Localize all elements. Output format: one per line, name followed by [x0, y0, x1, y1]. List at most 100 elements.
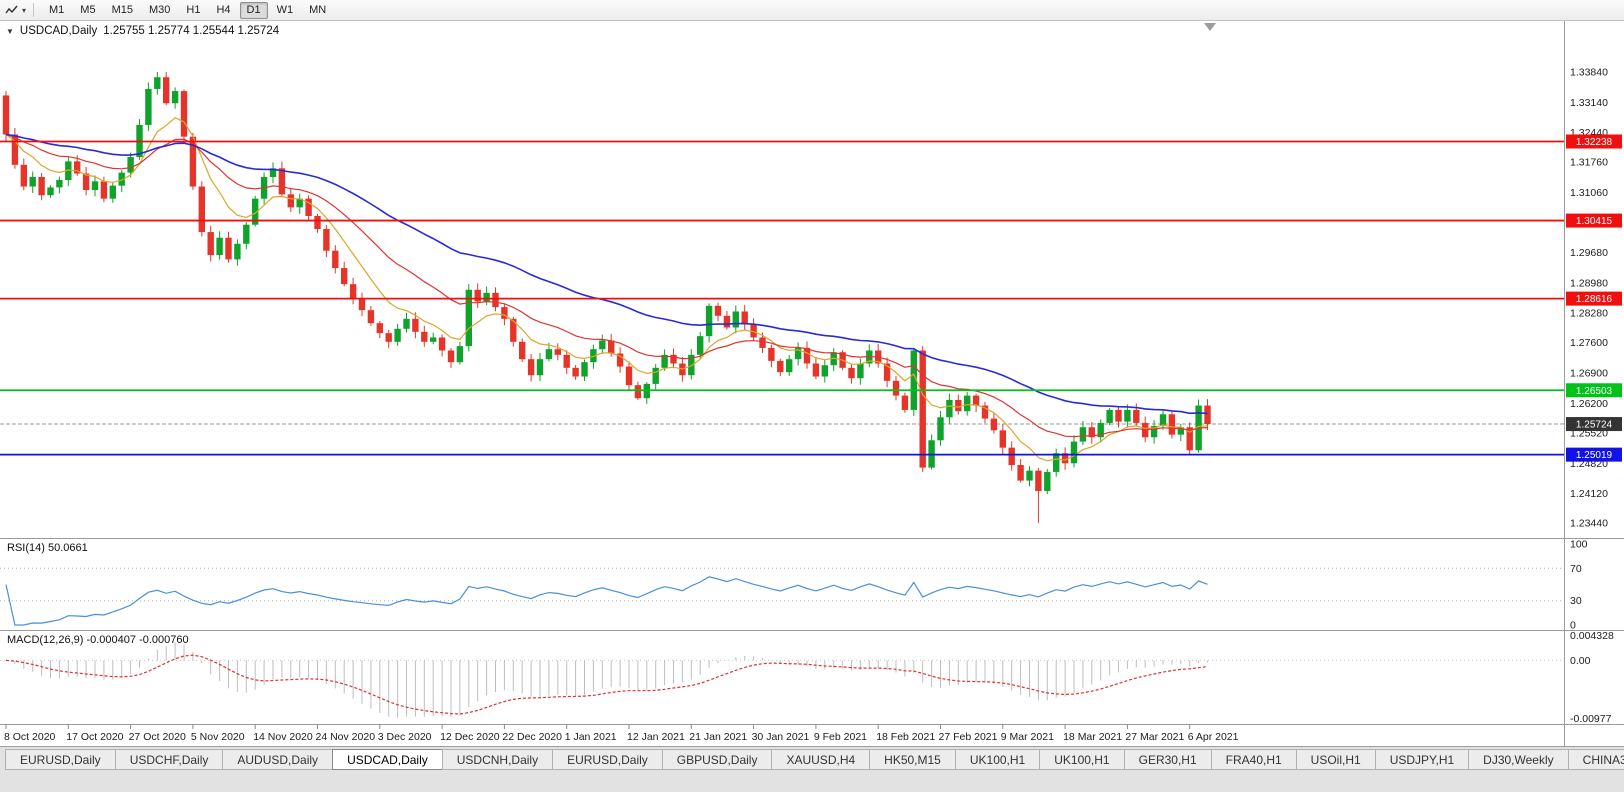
candle-body — [1204, 405, 1211, 425]
timeframe-button-mn[interactable]: MN — [309, 3, 327, 16]
chart-svg[interactable]: 1.338401.331401.324401.317601.310601.303… — [0, 21, 1624, 746]
candle-body — [349, 284, 357, 299]
chart-shift-marker[interactable] — [1204, 23, 1216, 31]
resistance-1-price-badge[interactable] — [1566, 134, 1622, 149]
support-blue-price-badge[interactable] — [1566, 447, 1622, 462]
candle-body — [65, 161, 72, 181]
timeframe-button-m30[interactable]: M30 — [148, 3, 171, 16]
candle-body — [189, 136, 197, 187]
candle-body — [990, 418, 998, 431]
candle-body — [252, 198, 259, 225]
chart-tool-dropdown-icon[interactable]: ▾ — [22, 5, 27, 15]
candle-body — [56, 180, 63, 188]
candle-body — [964, 395, 971, 412]
candle-body — [857, 363, 864, 379]
symbol-tab-china300-h1[interactable]: CHINA300,H1 — [1567, 749, 1624, 770]
candle-body — [430, 337, 437, 342]
candle-body — [1150, 425, 1158, 438]
chart-collapse-icon[interactable]: ▼ — [6, 26, 14, 36]
timeframe-button-h1[interactable]: H1 — [186, 3, 201, 16]
macd-axis-label-1: 0.00 — [1570, 655, 1591, 667]
symbol-tab-uk100-h1[interactable]: UK100,H1 — [1039, 749, 1124, 770]
candle-body — [590, 349, 597, 363]
candle-body — [1061, 453, 1069, 464]
symbol-tab-gbpusd-daily[interactable]: GBPUSD,Daily — [661, 749, 772, 770]
candle-body — [786, 359, 793, 373]
candle-body — [278, 168, 286, 195]
price-tick-label: 1.26900 — [1570, 368, 1608, 380]
date-label: 30 Jan 2021 — [752, 731, 810, 743]
candle-body — [2, 95, 10, 135]
candle-body — [519, 341, 526, 360]
candle-body — [794, 347, 802, 360]
candle-body — [803, 347, 811, 364]
price-tick-label: 1.26200 — [1570, 398, 1608, 410]
candle-body — [892, 380, 900, 396]
timeframe-button-m1[interactable]: M1 — [49, 3, 65, 16]
symbol-tab-xauusd-h4[interactable]: XAUUSD,H4 — [771, 749, 870, 770]
candle-body — [376, 323, 383, 334]
chart-area[interactable]: ▼ USDCAD,Daily 1.25755 1.25774 1.25544 1… — [0, 21, 1624, 746]
timeframe-button-h4[interactable]: H4 — [216, 3, 231, 16]
chart-symbol-label: USDCAD,Daily — [19, 25, 98, 37]
candle-body — [118, 172, 125, 186]
timeframe-button-m15[interactable]: M15 — [111, 3, 133, 16]
candle-body — [910, 350, 917, 410]
date-label: 9 Feb 2021 — [814, 731, 867, 743]
macd-signal-line — [5, 654, 1208, 715]
date-label: 21 Jan 2021 — [689, 731, 747, 743]
price-tick-label: 1.28980 — [1570, 277, 1608, 289]
timeframe-button-d1[interactable]: D1 — [239, 1, 268, 19]
support-blue-price-badge-label: 1.25019 — [1576, 450, 1613, 461]
current-price-badge-label: 1.25724 — [1576, 420, 1613, 431]
current-price-badge — [1566, 417, 1622, 432]
symbol-tab-audusd-daily[interactable]: AUDUSD,Daily — [222, 749, 333, 770]
date-labels: 8 Oct 2020 17 Oct 2020 27 Oct 2020 5 Nov 20… — [4, 724, 1239, 743]
ma-fast-line — [5, 116, 1208, 462]
date-label: 5 Nov 2020 — [191, 731, 245, 743]
candle-body — [1106, 409, 1113, 423]
date-label: 9 Mar 2021 — [1001, 731, 1054, 743]
symbol-tab-usoil-h1[interactable]: USOil,H1 — [1295, 749, 1375, 770]
candle-body — [1026, 470, 1033, 481]
support-green-price-badge[interactable] — [1566, 383, 1622, 398]
symbol-tab-usdchf-daily[interactable]: USDCHF,Daily — [114, 749, 223, 770]
ma-medium-line — [5, 133, 1208, 438]
timeframe-button-m5[interactable]: M5 — [80, 3, 96, 16]
symbol-tab-fra40-h1[interactable]: FRA40,H1 — [1210, 749, 1296, 770]
candle-body — [492, 292, 499, 308]
symbol-tab-uk100-h1[interactable]: UK100,H1 — [954, 749, 1040, 770]
candle-body — [145, 88, 152, 125]
candle-body — [812, 363, 820, 377]
symbol-tab-usdcad-daily[interactable]: USDCAD,Daily — [332, 749, 442, 770]
candle-body — [972, 395, 980, 406]
candle-body — [29, 176, 36, 187]
resistance-3-price-badge[interactable] — [1566, 291, 1622, 306]
candle-body — [341, 268, 348, 285]
candle-body — [1115, 409, 1122, 422]
symbol-tab-eurusd-daily[interactable]: EURUSD,Daily — [5, 749, 115, 770]
chart-line-tool-icon[interactable] — [5, 4, 19, 16]
symbol-tab-hk50-m15[interactable]: HK50,M15 — [869, 749, 955, 770]
rsi-line — [5, 576, 1208, 626]
symbol-tab-usdjpy-h1[interactable]: USDJPY,H1 — [1374, 749, 1469, 770]
candle-body — [100, 181, 108, 199]
candle-body — [501, 307, 508, 319]
candle-body — [750, 324, 757, 338]
candle-body — [1044, 471, 1051, 492]
candle-body — [109, 185, 116, 199]
ma-slow-line — [5, 133, 1208, 415]
candle-body — [154, 77, 161, 89]
date-label: 18 Feb 2021 — [876, 731, 935, 743]
candle-body — [394, 328, 401, 342]
symbol-tab-usdcnh-daily[interactable]: USDCNH,Daily — [441, 749, 553, 770]
candle-body — [1017, 464, 1024, 481]
candle-body — [367, 310, 375, 324]
candle-body — [572, 367, 579, 377]
resistance-2-price-badge[interactable] — [1566, 213, 1622, 228]
symbol-tab-eurusd-daily[interactable]: EURUSD,Daily — [552, 749, 662, 770]
symbol-tab-ger30-h1[interactable]: GER30,H1 — [1123, 749, 1211, 770]
symbol-tab-dj30-weekly[interactable]: DJ30,Weekly — [1468, 749, 1568, 770]
candle-body — [447, 350, 455, 363]
timeframe-button-w1[interactable]: W1 — [276, 3, 294, 16]
